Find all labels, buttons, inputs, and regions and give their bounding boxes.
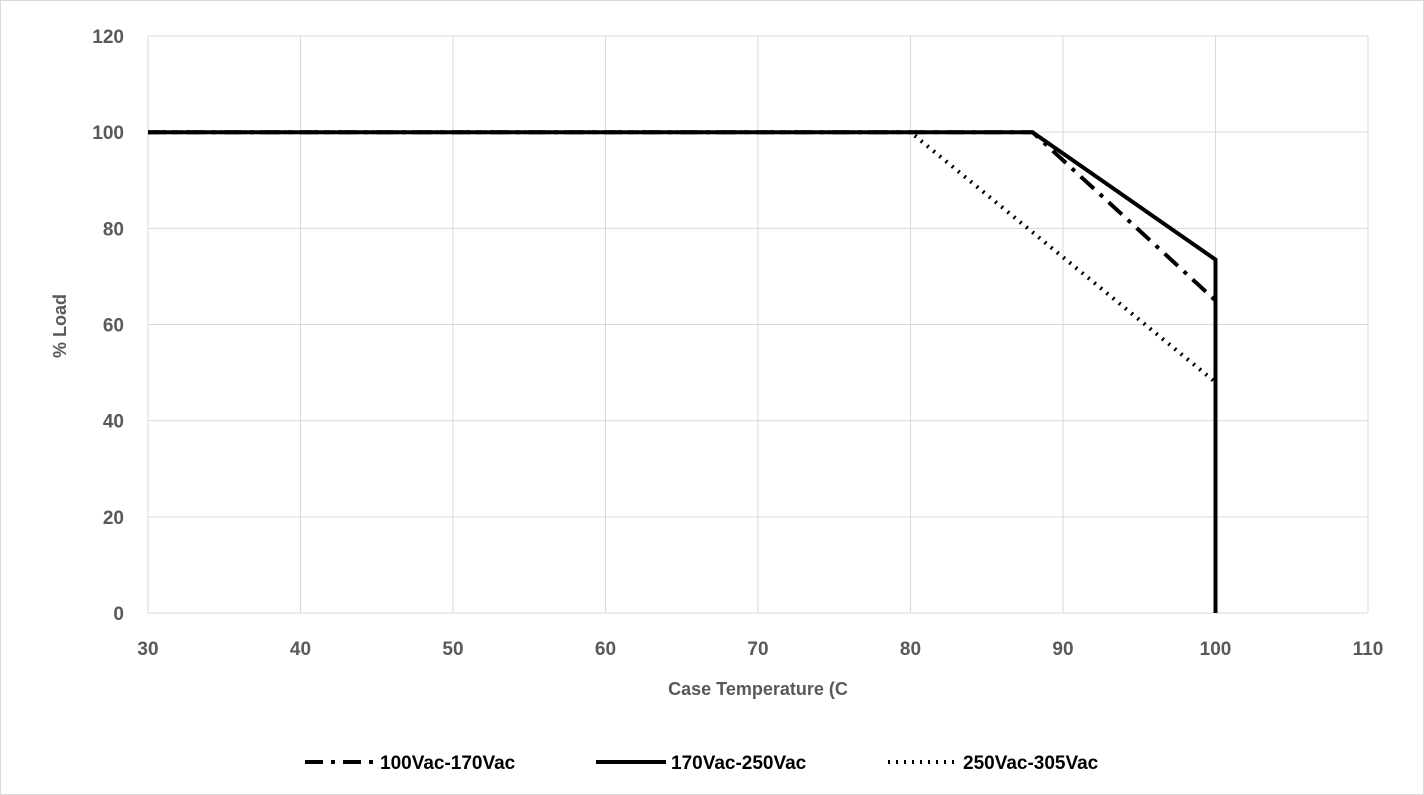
legend-label: 100Vac-170Vac [380,753,516,774]
y-tick-label: 80 [103,219,124,240]
x-tick-label: 90 [1052,639,1073,660]
y-axis-title: % Load [50,294,70,358]
series-line-250Vac-305Vac [148,130,1218,613]
y-tick-label: 60 [103,316,124,337]
x-tick-label: 50 [442,639,463,660]
series-line-170Vac-250Vac [148,130,1218,613]
x-tick-label: 110 [1353,639,1384,660]
x-tick-label: 100 [1200,639,1232,660]
x-axis-title: Case Temperature (C [668,679,848,699]
legend-label: 250Vac-305Vac [963,753,1099,774]
x-tick-label: 40 [290,639,311,660]
legend-label: 170Vac-250Vac [671,753,807,774]
y-tick-label: 100 [92,123,124,144]
grid-lines [147,35,1369,614]
y-tick-labels: 0 20 40 60 80 100 120 [92,27,124,625]
x-tick-label: 60 [595,639,616,660]
series-line-100Vac-170Vac [148,130,1218,613]
y-tick-label: 40 [103,412,124,433]
x-tick-label: 80 [900,639,921,660]
y-tick-label: 0 [113,604,124,625]
series-lines [148,130,1218,613]
y-tick-label: 120 [92,27,124,48]
x-tick-label: 30 [137,639,158,660]
x-tick-labels: 30 40 50 60 70 80 90 100 110 [137,639,1383,660]
x-tick-label: 70 [747,639,768,660]
y-tick-label: 20 [103,508,124,529]
legend: 100Vac-170Vac 170Vac-250Vac 250Vac-305Vac [305,753,1099,774]
